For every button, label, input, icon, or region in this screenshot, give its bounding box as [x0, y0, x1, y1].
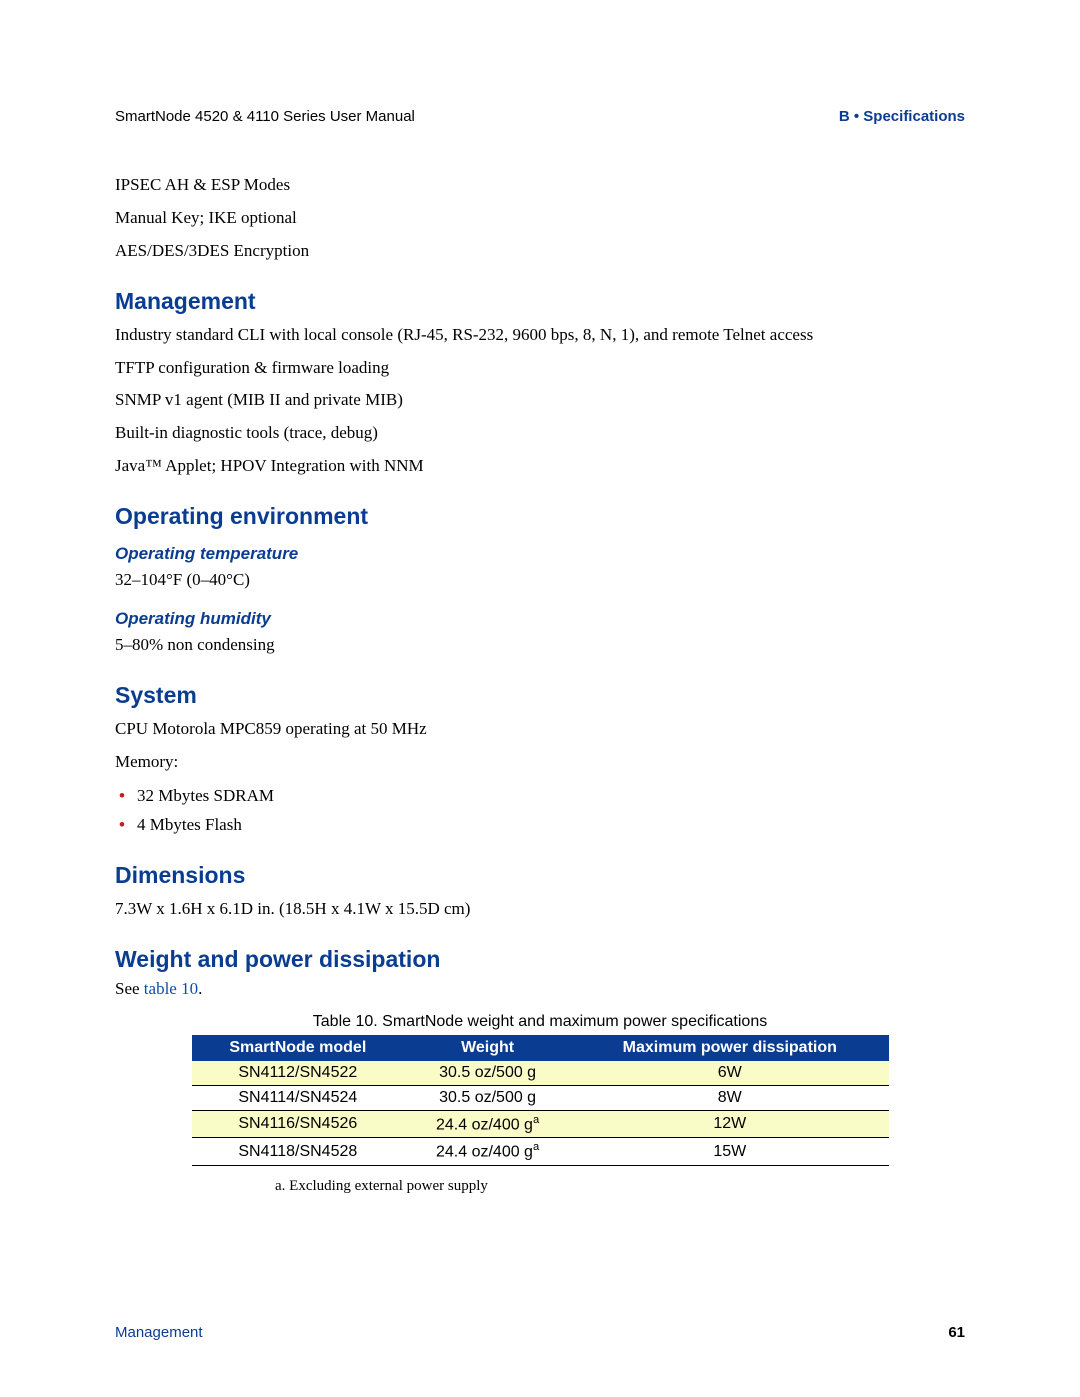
- see-prefix: See: [115, 979, 144, 998]
- memory-list: 32 Mbytes SDRAM 4 Mbytes Flash: [115, 781, 965, 841]
- see-table-line: See table 10.: [115, 979, 965, 999]
- header-section-label: B • Specifications: [839, 108, 965, 125]
- page-footer: Management 61: [115, 1324, 965, 1341]
- heading-weight-power: Weight and power dissipation: [115, 946, 965, 973]
- cell-weight: 30.5 oz/500 g: [404, 1061, 571, 1086]
- cell-model: SN4118/SN4528: [192, 1138, 405, 1165]
- cell-power: 12W: [571, 1111, 888, 1138]
- spec-table: SmartNode model Weight Maximum power dis…: [192, 1035, 889, 1166]
- subheading-operating-humidity: Operating humidity: [115, 609, 965, 629]
- intro-line: IPSEC AH & ESP Modes: [115, 171, 965, 200]
- cell-model: SN4114/SN4524: [192, 1086, 405, 1111]
- intro-line: AES/DES/3DES Encryption: [115, 237, 965, 266]
- cell-model: SN4116/SN4526: [192, 1111, 405, 1138]
- col-weight: Weight: [404, 1035, 571, 1061]
- operating-temperature-value: 32–104°F (0–40°C): [115, 566, 965, 595]
- see-suffix: .: [198, 979, 202, 998]
- management-line: Built-in diagnostic tools (trace, debug): [115, 419, 965, 448]
- header-manual-title: SmartNode 4520 & 4110 Series User Manual: [115, 108, 415, 125]
- footer-section-name: Management: [115, 1324, 203, 1341]
- cell-power: 15W: [571, 1138, 888, 1165]
- system-cpu: CPU Motorola MPC859 operating at 50 MHz: [115, 715, 965, 744]
- table-row: SN4114/SN452430.5 oz/500 g8W: [192, 1086, 889, 1111]
- cell-power: 8W: [571, 1086, 888, 1111]
- table-row: SN4112/SN452230.5 oz/500 g6W: [192, 1061, 889, 1086]
- page: SmartNode 4520 & 4110 Series User Manual…: [0, 0, 1080, 1195]
- cell-power: 6W: [571, 1061, 888, 1086]
- subheading-operating-temperature: Operating temperature: [115, 544, 965, 564]
- table-body: SN4112/SN452230.5 oz/500 g6WSN4114/SN452…: [192, 1061, 889, 1165]
- table-header-row: SmartNode model Weight Maximum power dis…: [192, 1035, 889, 1061]
- cell-weight: 24.4 oz/400 ga: [404, 1138, 571, 1165]
- system-memory-label: Memory:: [115, 748, 965, 777]
- table-row: SN4118/SN452824.4 oz/400 ga15W: [192, 1138, 889, 1165]
- heading-system: System: [115, 682, 965, 709]
- table-row: SN4116/SN452624.4 oz/400 ga12W: [192, 1111, 889, 1138]
- cell-weight: 24.4 oz/400 ga: [404, 1111, 571, 1138]
- memory-item: 32 Mbytes SDRAM: [137, 781, 965, 811]
- intro-block: IPSEC AH & ESP Modes Manual Key; IKE opt…: [115, 171, 965, 266]
- heading-operating-environment: Operating environment: [115, 503, 965, 530]
- heading-dimensions: Dimensions: [115, 862, 965, 889]
- col-power: Maximum power dissipation: [571, 1035, 888, 1061]
- operating-humidity-value: 5–80% non condensing: [115, 631, 965, 660]
- intro-line: Manual Key; IKE optional: [115, 204, 965, 233]
- dimensions-value: 7.3W x 1.6H x 6.1D in. (18.5H x 4.1W x 1…: [115, 895, 965, 924]
- management-line: Java™ Applet; HPOV Integration with NNM: [115, 452, 965, 481]
- cell-weight: 30.5 oz/500 g: [404, 1086, 571, 1111]
- management-line: SNMP v1 agent (MIB II and private MIB): [115, 386, 965, 415]
- management-line: Industry standard CLI with local console…: [115, 321, 965, 350]
- table-caption: Table 10. SmartNode weight and maximum p…: [115, 1013, 965, 1031]
- footer-page-number: 61: [948, 1324, 965, 1341]
- table-link[interactable]: table 10: [144, 979, 198, 998]
- page-header: SmartNode 4520 & 4110 Series User Manual…: [115, 108, 965, 125]
- cell-model: SN4112/SN4522: [192, 1061, 405, 1086]
- col-model: SmartNode model: [192, 1035, 405, 1061]
- heading-management: Management: [115, 288, 965, 315]
- table-footnote: a. Excluding external power supply: [275, 1178, 965, 1195]
- memory-item: 4 Mbytes Flash: [137, 810, 965, 840]
- management-line: TFTP configuration & firmware loading: [115, 354, 965, 383]
